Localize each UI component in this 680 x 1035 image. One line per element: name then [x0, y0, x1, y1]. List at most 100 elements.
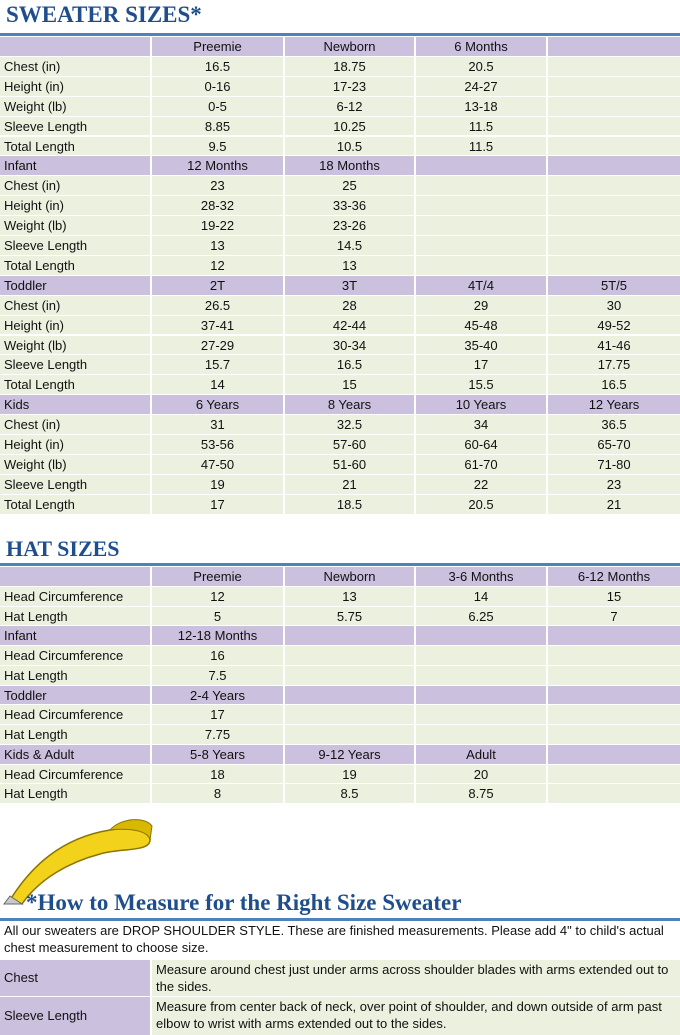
header-cell: 2T	[152, 275, 283, 295]
row-cell: 8.75	[416, 784, 546, 803]
row-label: Weight (lb)	[0, 454, 150, 474]
header-label: Kids	[0, 395, 150, 415]
header-label: Toddler	[0, 685, 150, 705]
row-cell: 14	[416, 586, 546, 606]
header-cell: 5-8 Years	[152, 744, 283, 764]
row-cell	[416, 705, 546, 724]
row-cell: 21	[548, 494, 680, 514]
measure-text: Measure from center back of neck, over p…	[152, 997, 680, 1035]
row-cell: 6-12	[285, 96, 414, 116]
row-cell	[548, 705, 680, 724]
header-cell: Newborn	[285, 37, 414, 56]
header-cell	[416, 156, 546, 176]
row-cell	[548, 56, 680, 76]
row-label: Total Length	[0, 136, 150, 156]
row-cell: 10.25	[285, 116, 414, 136]
header-cell	[548, 626, 680, 645]
row-label: Sleeve Length	[0, 474, 150, 494]
header-cell	[285, 626, 414, 645]
row-label: Hat Length	[0, 725, 150, 744]
row-cell: 60-64	[416, 435, 546, 454]
measure-title: *How to Measure for the Right Size Sweat…	[26, 890, 462, 915]
header-cell: Adult	[416, 744, 546, 764]
header-cell: 12 Years	[548, 395, 680, 415]
header-cell: 6 Months	[416, 37, 546, 56]
row-cell: 7.75	[152, 725, 283, 744]
row-cell	[548, 76, 680, 96]
row-cell: 11.5	[416, 136, 546, 156]
title-rule	[0, 918, 680, 921]
row-cell: 31	[152, 415, 283, 434]
header-cell: 5T/5	[548, 275, 680, 295]
row-cell: 0-16	[152, 76, 283, 96]
row-cell	[416, 216, 546, 235]
row-cell	[548, 665, 680, 685]
row-label: Height (in)	[0, 315, 150, 335]
row-cell	[548, 646, 680, 665]
row-cell	[548, 236, 680, 255]
row-cell: 13	[152, 236, 283, 255]
row-cell	[548, 116, 680, 136]
measure-label: Chest	[0, 960, 150, 996]
row-cell	[416, 725, 546, 744]
row-cell: 11.5	[416, 116, 546, 136]
row-cell	[548, 255, 680, 275]
row-cell: 13	[285, 586, 414, 606]
row-cell: 10.5	[285, 136, 414, 156]
header-cell: 6-12 Months	[548, 567, 680, 586]
row-cell: 15	[285, 375, 414, 395]
header-cell	[416, 685, 546, 705]
row-cell	[548, 725, 680, 744]
row-cell: 17	[152, 705, 283, 724]
measure-label: Sleeve Length	[0, 997, 150, 1035]
row-cell: 5	[152, 606, 283, 626]
header-label	[0, 37, 150, 56]
row-cell: 13-18	[416, 96, 546, 116]
row-label: Height (in)	[0, 435, 150, 454]
row-label: Weight (lb)	[0, 216, 150, 235]
row-cell: 51-60	[285, 454, 414, 474]
row-cell: 42-44	[285, 315, 414, 335]
row-label: Head Circumference	[0, 705, 150, 724]
row-cell: 36.5	[548, 415, 680, 434]
row-label: Sleeve Length	[0, 236, 150, 255]
row-cell	[285, 665, 414, 685]
row-label: Hat Length	[0, 606, 150, 626]
row-cell	[548, 176, 680, 196]
row-cell: 49-52	[548, 315, 680, 335]
header-label: Infant	[0, 626, 150, 645]
row-cell	[416, 665, 546, 685]
row-cell: 8	[152, 784, 283, 803]
row-cell	[285, 646, 414, 665]
row-cell: 20.5	[416, 494, 546, 514]
row-label: Total Length	[0, 255, 150, 275]
header-cell: Preemie	[152, 37, 283, 56]
row-cell: 13	[285, 255, 414, 275]
row-cell: 0-5	[152, 96, 283, 116]
row-label: Chest (in)	[0, 415, 150, 434]
row-cell: 23	[152, 176, 283, 196]
row-cell: 17	[416, 355, 546, 375]
row-cell: 57-60	[285, 435, 414, 454]
header-label	[0, 567, 150, 586]
header-cell: 9-12 Years	[285, 744, 414, 764]
row-cell: 29	[416, 295, 546, 315]
header-cell: 12 Months	[152, 156, 283, 176]
row-cell	[548, 96, 680, 116]
row-cell: 18	[152, 764, 283, 784]
row-cell: 7	[548, 606, 680, 626]
row-cell	[548, 136, 680, 156]
row-label: Hat Length	[0, 784, 150, 803]
header-cell: 3-6 Months	[416, 567, 546, 586]
row-label: Total Length	[0, 494, 150, 514]
row-label: Total Length	[0, 375, 150, 395]
row-label: Sleeve Length	[0, 355, 150, 375]
row-cell: 47-50	[152, 454, 283, 474]
row-cell: 65-70	[548, 435, 680, 454]
row-cell: 21	[285, 474, 414, 494]
row-label: Head Circumference	[0, 764, 150, 784]
row-label: Chest (in)	[0, 295, 150, 315]
title-rule	[0, 33, 680, 36]
row-cell: 35-40	[416, 335, 546, 355]
row-cell: 24-27	[416, 76, 546, 96]
